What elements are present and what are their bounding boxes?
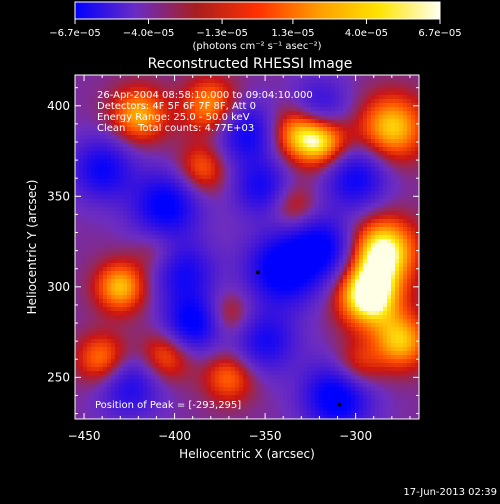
colorbar-tick-label: −1.3e−05 xyxy=(196,28,248,39)
minimum-marker xyxy=(255,270,260,275)
peak-position-label: Position of Peak = [-293,295] xyxy=(95,400,241,411)
chart-title: Reconstructed RHESSI Image xyxy=(148,56,353,72)
axes: −450 −400 −350 −300 250 300 350 400 xyxy=(47,75,419,443)
y-tick-label: 250 xyxy=(47,370,70,384)
y-tick-label: 300 xyxy=(47,280,70,294)
colorbar-tick-label: 4.0e−05 xyxy=(345,28,388,39)
info-line-counts: Clean Total counts: 4.77E+03 xyxy=(97,123,254,134)
footer-timestamp: 17-Jun-2013 02:39 xyxy=(403,487,497,498)
colorbar-tick-label: 6.7e−05 xyxy=(418,28,461,39)
x-axis-label: Heliocentric X (arcsec) xyxy=(179,447,315,461)
x-tick-label: −400 xyxy=(158,429,191,443)
colorbar-tick-label: −4.0e−05 xyxy=(123,28,175,39)
colorbar xyxy=(74,1,441,20)
heatmap-image xyxy=(75,75,419,419)
heatmap-plot-area xyxy=(75,75,419,419)
info-line-detectors: Detectors: 4F 5F 6F 7F 8F, Att 0 xyxy=(97,101,256,112)
info-line-energy: Energy Range: 25.0 - 50.0 keV xyxy=(97,112,250,123)
x-tick-label: −450 xyxy=(68,429,101,443)
x-tick-label: −350 xyxy=(249,429,282,443)
colorbar-ticks: −6.7e−05 −4.0e−05 −1.3e−05 1.3e−05 4.0e−05 6.… xyxy=(49,19,462,39)
y-tick-label: 400 xyxy=(47,99,70,113)
markers-layer xyxy=(255,270,342,407)
y-axis-label: Heliocentric Y (arcsec) xyxy=(25,180,39,315)
colorbar-tick-label: 1.3e−05 xyxy=(271,28,314,39)
minimum-marker xyxy=(337,402,342,407)
info-text: 26-Apr-2004 08:58:10.000 to 09:04:10.000… xyxy=(97,90,313,134)
x-tick-label: −300 xyxy=(339,429,372,443)
y-tick-label: 350 xyxy=(47,189,70,203)
colorbar-tick-label: −6.7e−05 xyxy=(49,28,101,39)
colorbar-unit-label: (photons cm⁻² s⁻¹ asec⁻²) xyxy=(192,41,321,52)
info-line-time: 26-Apr-2004 08:58:10.000 to 09:04:10.000 xyxy=(97,90,313,101)
